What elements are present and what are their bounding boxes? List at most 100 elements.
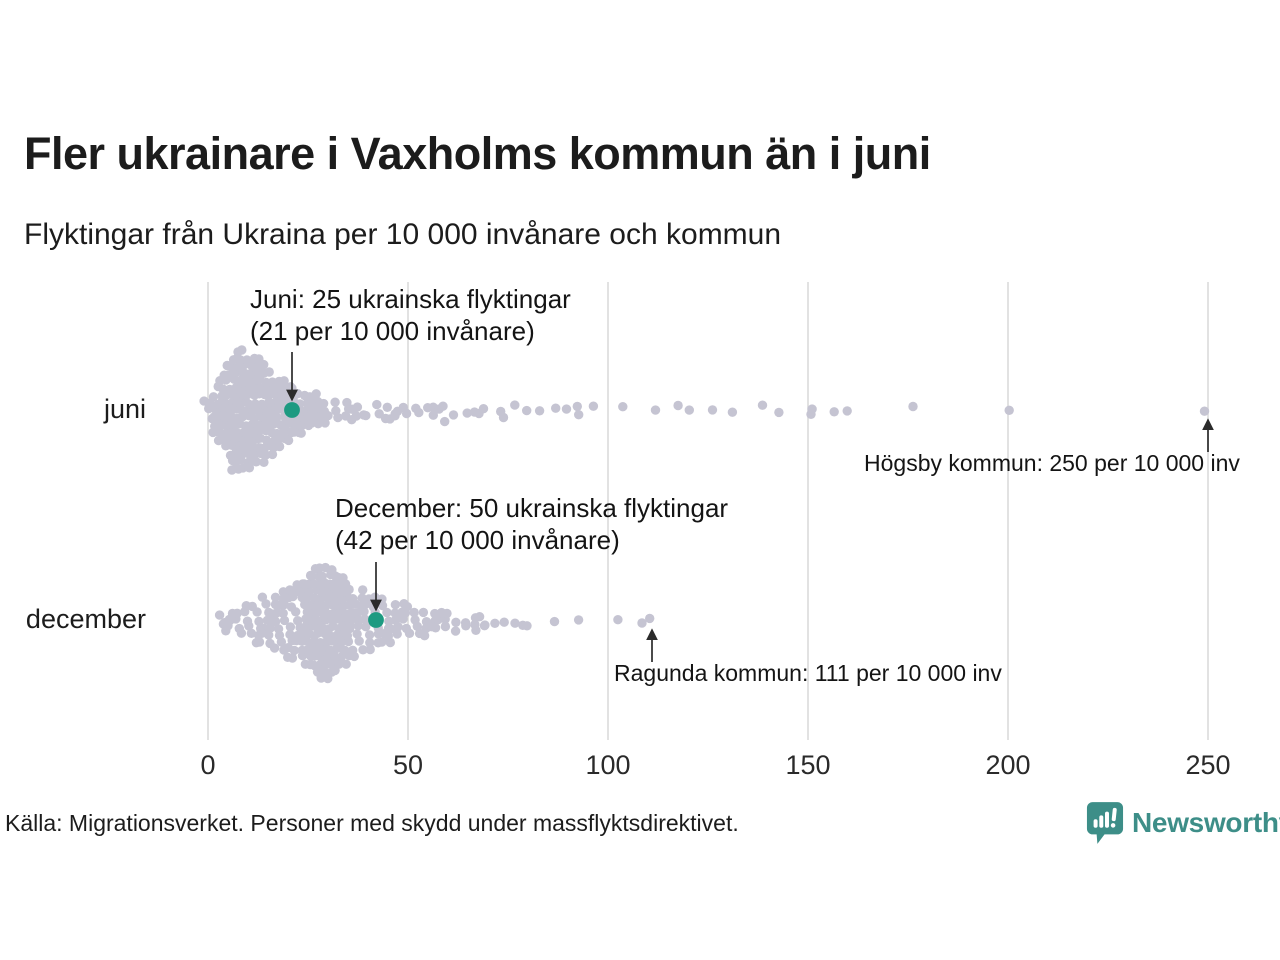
- data-dot: [673, 400, 683, 411]
- data-dot: [450, 626, 461, 636]
- data-dot: [478, 404, 489, 414]
- annotation-december-line1: December: 50 ukrainska flyktingar: [335, 493, 729, 523]
- data-dot: [510, 618, 520, 628]
- data-dot: [287, 653, 298, 663]
- data-dot: [317, 571, 327, 581]
- data-dot: [361, 622, 371, 632]
- data-dot: [353, 621, 363, 631]
- data-dot: [461, 621, 471, 631]
- dot-swarms: [199, 345, 1210, 684]
- data-dot: [304, 587, 315, 597]
- data-dot: [774, 407, 784, 418]
- data-dot: [270, 616, 281, 627]
- data-dot: [451, 617, 461, 627]
- data-dot: [409, 607, 419, 618]
- data-dot: [352, 629, 362, 639]
- data-dot: [522, 621, 532, 631]
- data-dot: [308, 579, 318, 589]
- data-dot: [270, 592, 281, 602]
- source-note: Källa: Migrationsverket. Personer med sk…: [5, 810, 739, 836]
- data-dot: [279, 376, 289, 386]
- data-dot: [684, 405, 694, 415]
- data-dot: [244, 621, 254, 631]
- x-tick-label: 50: [392, 750, 424, 780]
- data-dot: [208, 392, 219, 402]
- data-dot: [372, 399, 382, 410]
- data-dot: [237, 345, 247, 355]
- data-dot: [333, 412, 343, 423]
- data-dot: [318, 398, 329, 409]
- data-dot: [236, 628, 247, 638]
- data-dot: [234, 397, 244, 408]
- data-dot: [618, 402, 628, 412]
- x-tick-label: 150: [785, 750, 831, 780]
- data-dot: [251, 457, 261, 467]
- data-dot: [908, 401, 918, 412]
- data-dot: [276, 637, 287, 647]
- data-dot: [279, 599, 289, 610]
- data-dot: [349, 651, 359, 662]
- data-dot: [343, 636, 354, 647]
- data-dot: [274, 441, 285, 452]
- data-dot: [401, 408, 412, 419]
- x-tick-label: 250: [1185, 750, 1231, 780]
- annotation-juni-highlight: Juni: 25 ukrainska flyktingar (21 per 10…: [250, 283, 571, 347]
- data-dot: [354, 636, 364, 646]
- data-dot: [227, 362, 237, 373]
- data-dot: [296, 428, 306, 438]
- x-tick-label: 100: [585, 750, 631, 780]
- data-dot: [498, 412, 509, 423]
- data-dot: [264, 630, 274, 640]
- data-dot: [390, 600, 401, 610]
- data-dot: [499, 617, 509, 627]
- annotation-juni-line1: Juni: 25 ukrainska flyktingar: [250, 284, 571, 314]
- data-dot: [358, 645, 368, 655]
- data-dot: [330, 397, 340, 407]
- data-dot: [232, 608, 242, 618]
- data-dot: [440, 416, 450, 427]
- data-dot: [440, 621, 451, 632]
- data-dot: [286, 602, 297, 612]
- logo-bar-2: [1099, 815, 1104, 828]
- data-dot: [259, 457, 269, 467]
- data-dot: [392, 629, 402, 639]
- data-dot: [259, 359, 269, 370]
- data-dot: [351, 411, 361, 421]
- annotation-arrows: [286, 352, 1214, 662]
- data-dot: [313, 419, 323, 429]
- data-dot: [412, 621, 422, 631]
- data-dot: [223, 370, 234, 380]
- data-dot: [707, 405, 718, 415]
- data-dot: [650, 405, 661, 415]
- data-dot: [588, 401, 599, 411]
- data-dot: [479, 621, 490, 631]
- data-dot: [360, 614, 370, 624]
- data-dot: [385, 637, 395, 648]
- data-dot: [419, 631, 430, 641]
- data-dot: [390, 411, 400, 421]
- data-dot: [283, 435, 294, 446]
- data-dot: [572, 401, 582, 412]
- data-dot: [242, 355, 252, 365]
- data-dot: [257, 592, 268, 602]
- data-dot: [551, 403, 561, 413]
- highlight-dot-december: [368, 612, 384, 628]
- data-dot: [307, 571, 317, 581]
- annotation-ragunda-outlier: Ragunda kommun: 111 per 10 000 inv: [614, 660, 1002, 686]
- data-dot: [522, 405, 532, 416]
- data-dot: [323, 411, 333, 421]
- data-dot: [215, 427, 225, 437]
- newsworthy-brand[interactable]: Newsworthy: [1086, 801, 1280, 845]
- data-dot: [244, 463, 255, 473]
- data-dot: [430, 623, 441, 633]
- data-dot: [490, 618, 500, 628]
- data-dot: [645, 613, 655, 624]
- data-dot: [348, 594, 358, 604]
- data-dot: [285, 622, 296, 632]
- data-dot: [462, 408, 472, 418]
- logo-bar-3: [1105, 811, 1109, 828]
- data-dot: [344, 584, 354, 595]
- data-dot: [1199, 406, 1210, 416]
